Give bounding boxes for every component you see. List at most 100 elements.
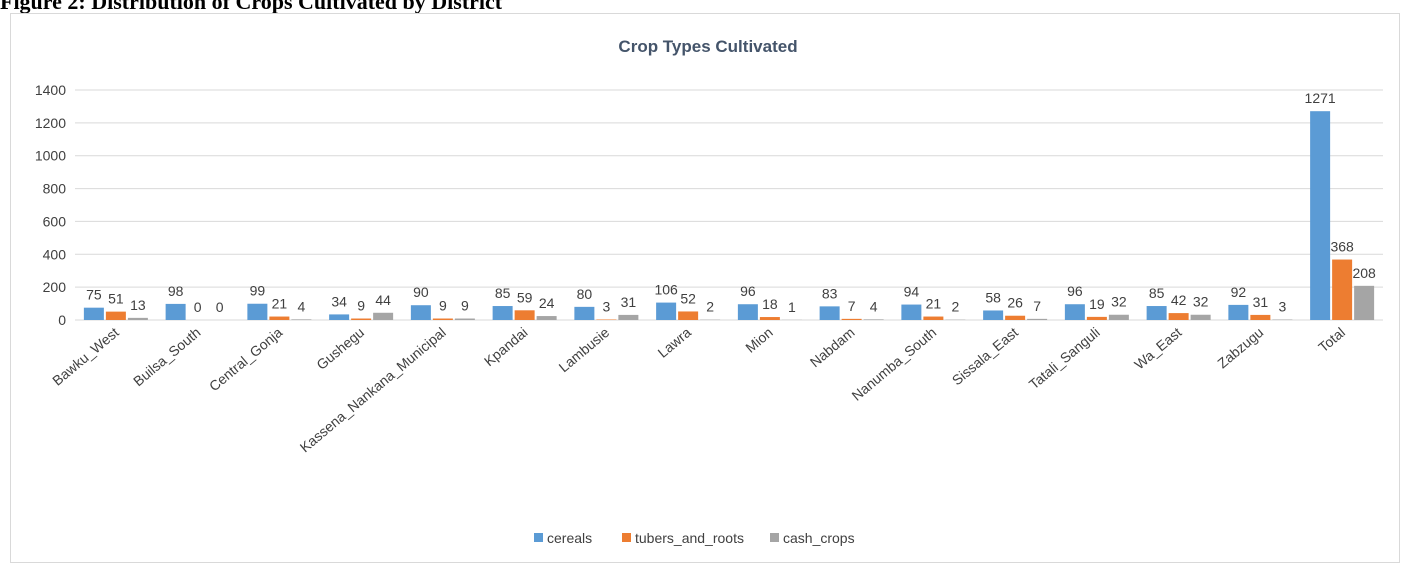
data-label: 3: [1278, 299, 1286, 315]
data-label: 96: [740, 283, 756, 299]
bar: [269, 316, 290, 320]
x-tick-label: Central_Gonja: [206, 324, 286, 394]
data-label: 9: [439, 298, 447, 314]
chart-title: Crop Types Cultivated: [618, 37, 797, 56]
x-tick-label: Tatali_Sanguli: [1026, 324, 1103, 392]
y-tick-label: 800: [43, 181, 67, 197]
data-label: 34: [331, 293, 347, 309]
bar: [618, 314, 639, 320]
data-label: 83: [822, 285, 838, 301]
data-label: 3: [602, 299, 610, 315]
data-label: 85: [495, 285, 511, 301]
bar: [678, 311, 699, 320]
legend-swatch: [770, 533, 779, 542]
bars: [83, 111, 1375, 320]
legend-swatch: [622, 533, 631, 542]
bar: [656, 302, 677, 320]
bar: [291, 319, 312, 320]
legend-label: tubers_and_roots: [635, 530, 744, 546]
data-label: 96: [1067, 283, 1083, 299]
bar: [1005, 315, 1026, 320]
data-label: 4: [870, 298, 878, 314]
x-tick-label: Nabdam: [807, 324, 858, 370]
data-label: 42: [1171, 292, 1187, 308]
data-label: 94: [904, 284, 920, 300]
data-label: 92: [1231, 284, 1247, 300]
data-label: 59: [517, 289, 533, 305]
x-tick-label: Builsa_South: [130, 324, 203, 389]
data-label: 2: [706, 299, 714, 315]
bar: [83, 307, 104, 320]
data-label: 106: [654, 282, 678, 298]
data-label: 18: [762, 296, 778, 312]
y-tick-label: 0: [58, 312, 66, 328]
data-label: 7: [848, 298, 856, 314]
bar: [1146, 306, 1167, 320]
y-tick-label: 1200: [35, 115, 66, 131]
y-axis: 0 200 400 600 800 1000 1200 1400: [35, 82, 66, 328]
y-tick-label: 400: [43, 246, 67, 262]
bar: [105, 311, 126, 320]
figure-caption: Figure 2: Distribution of Crops Cultivat…: [0, 0, 503, 14]
bar: [127, 317, 148, 320]
data-label: 21: [926, 296, 942, 312]
x-tick-label: Gushegu: [313, 324, 367, 373]
x-tick-label: Kassena_Nankana_Municipal: [297, 324, 449, 455]
bar: [329, 314, 350, 320]
x-tick-label: Kpandai: [481, 324, 531, 369]
bar: [1190, 314, 1211, 320]
bar: [1228, 304, 1249, 320]
y-tick-label: 200: [43, 279, 67, 295]
bar: [1027, 318, 1048, 320]
x-tick-label: Wa_East: [1131, 324, 1184, 373]
data-label: 0: [216, 299, 224, 315]
data-label: 75: [86, 287, 102, 303]
bar: [983, 310, 1004, 320]
bar: [841, 318, 862, 320]
bar: [247, 303, 268, 320]
x-tick-label: Nanumba_South: [849, 324, 940, 404]
data-label: 58: [985, 289, 1001, 305]
data-label: 32: [1193, 294, 1209, 310]
bar: [1250, 314, 1271, 320]
bar: [1064, 304, 1085, 320]
data-label: 31: [1253, 294, 1269, 310]
legend-label: cash_crops: [783, 530, 855, 546]
data-label: 368: [1330, 239, 1354, 255]
data-label: 52: [680, 290, 696, 306]
bar: [410, 305, 431, 320]
data-label: 4: [297, 298, 305, 314]
bar: [1108, 314, 1129, 320]
data-label: 1: [788, 299, 796, 315]
legend-label: cereals: [547, 530, 592, 546]
data-label: 80: [577, 286, 593, 302]
bar: [1354, 285, 1375, 320]
data-label: 1271: [1305, 90, 1336, 106]
data-label: 0: [194, 299, 202, 315]
data-label: 32: [1111, 294, 1127, 310]
data-label: 13: [130, 297, 146, 313]
data-label: 208: [1352, 265, 1376, 281]
bar: [373, 312, 394, 320]
data-label: 9: [461, 298, 469, 314]
data-label: 24: [539, 295, 555, 311]
bar: [1332, 259, 1353, 320]
data-label: 19: [1089, 296, 1105, 312]
data-label: 90: [413, 284, 429, 300]
y-tick-label: 1000: [35, 148, 66, 164]
bar: [819, 306, 840, 320]
bar: [901, 304, 922, 320]
bar: [1310, 111, 1331, 320]
data-label: 26: [1007, 295, 1023, 311]
bar: [432, 318, 453, 320]
bar: [863, 319, 884, 320]
chart-frame: [10, 13, 1400, 563]
gridlines: [75, 89, 1383, 321]
y-tick-label: 1400: [35, 82, 66, 98]
data-label: 21: [272, 296, 288, 312]
legend-swatch: [534, 533, 543, 542]
x-tick-label: Lawra: [655, 324, 695, 361]
data-label: 31: [621, 294, 637, 310]
x-tick-label: Total: [1315, 324, 1348, 355]
bar: [492, 306, 513, 320]
